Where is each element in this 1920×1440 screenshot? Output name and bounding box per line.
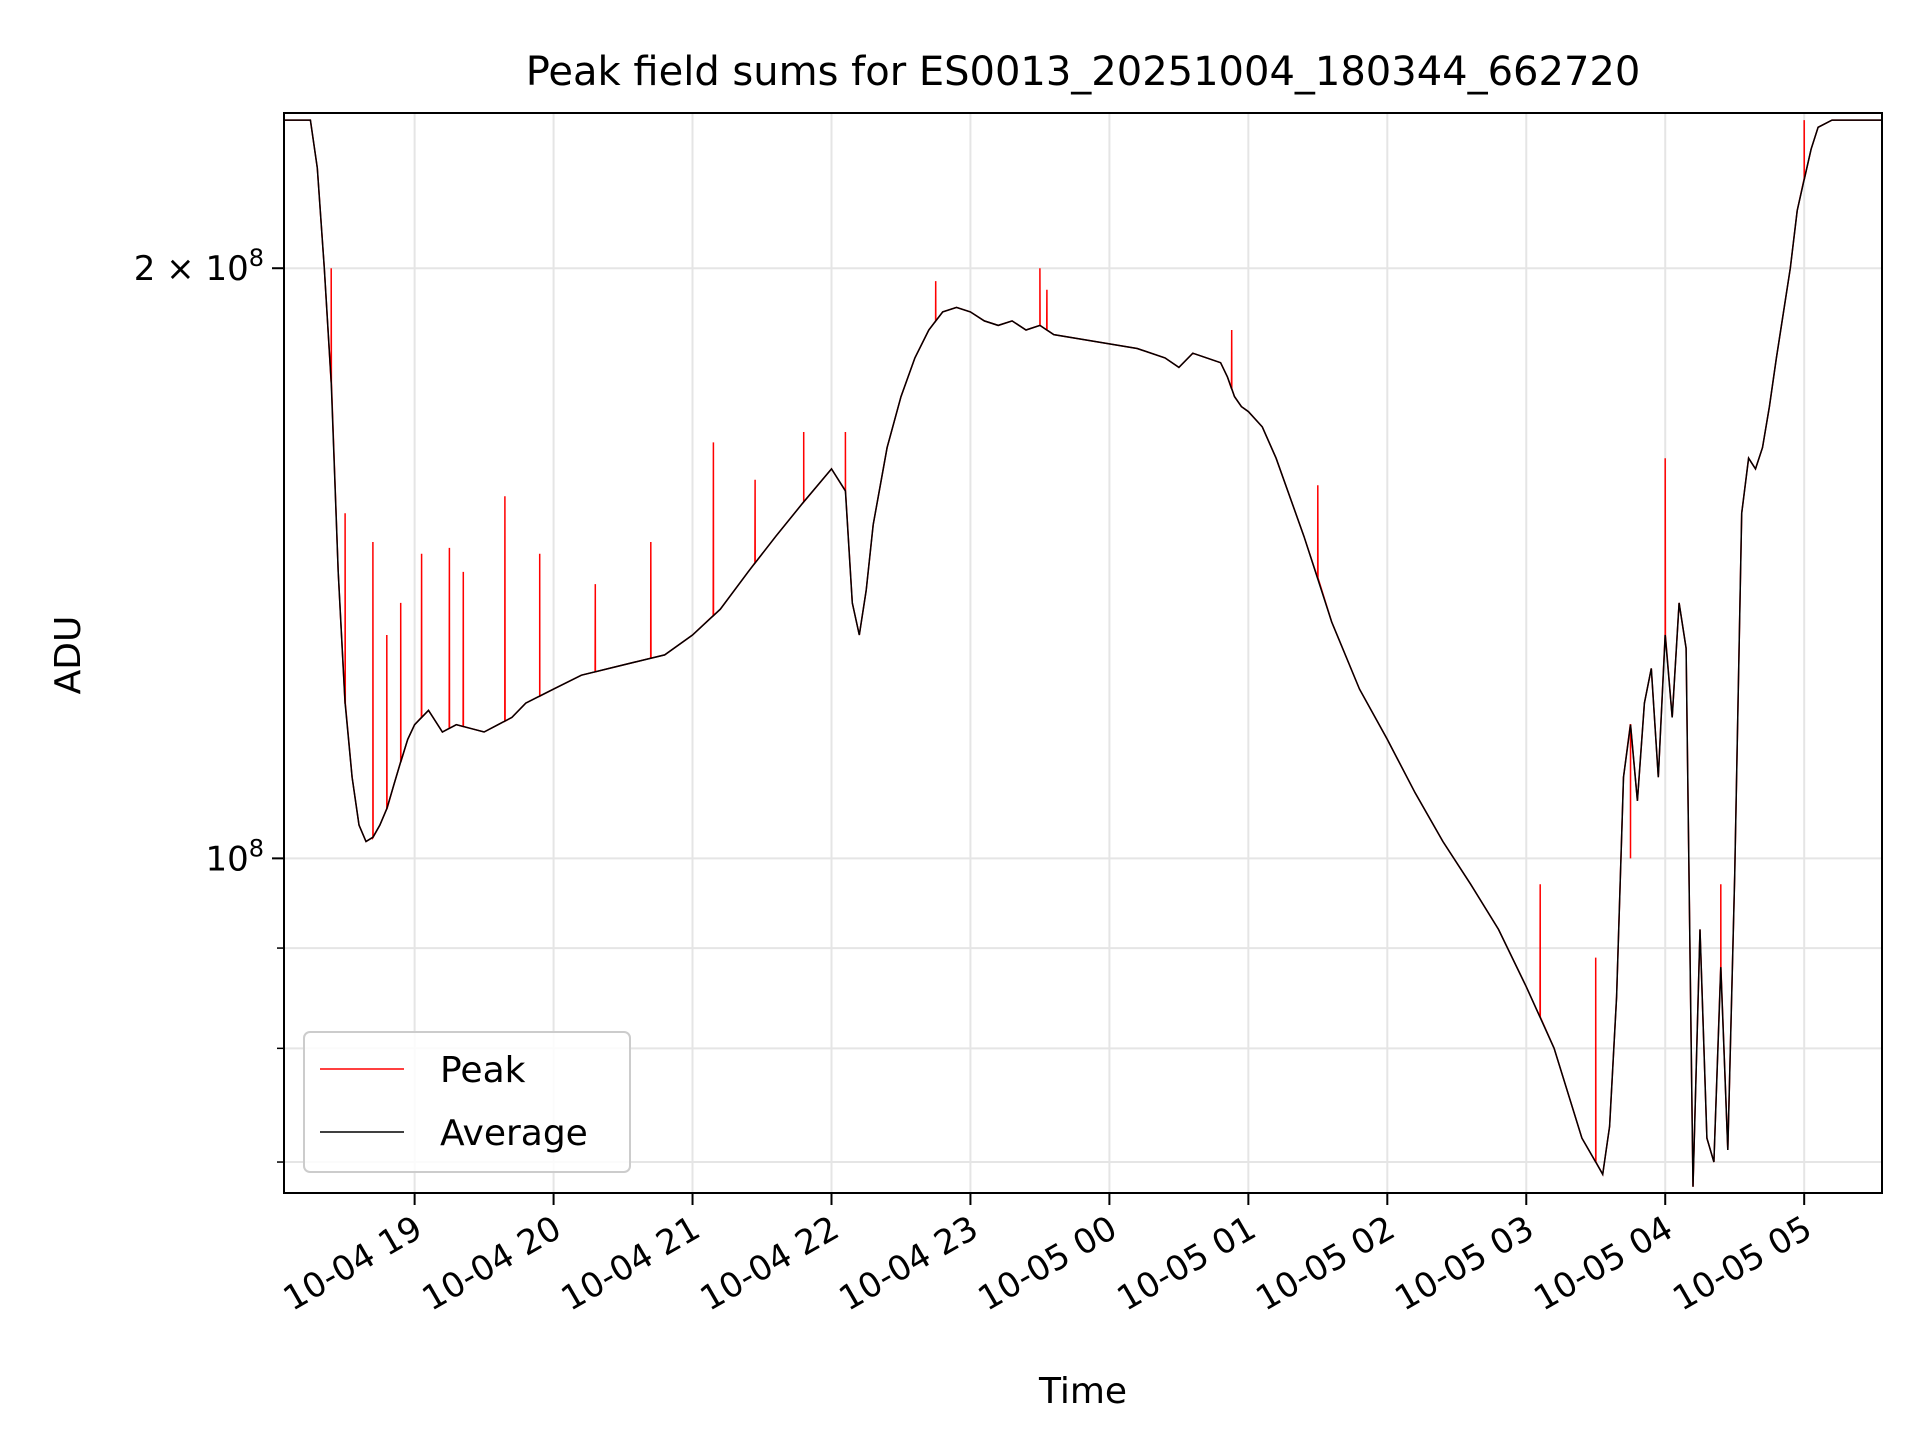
plot-area (284, 119, 1882, 1187)
x-axis-label: Time (1038, 1371, 1127, 1412)
plot-frame (283, 112, 1883, 1194)
y-axis-ticks: 108 2 × 108 (134, 244, 284, 1163)
series-layer (284, 119, 1882, 1187)
chart-title: Peak field sums for ES0013_20251004_1803… (526, 49, 1641, 95)
grid (284, 113, 1882, 1193)
legend-peak-label: Peak (440, 1050, 526, 1091)
legend-box (303, 1031, 631, 1173)
average-series-line (284, 119, 1882, 1187)
y-tick-label: 108 (205, 834, 264, 879)
legend-average-label: Average (440, 1113, 588, 1154)
legend: Peak Average (303, 1031, 631, 1173)
y-tick-label: 2 × 108 (134, 244, 264, 289)
y-axis-label: ADU (48, 616, 89, 695)
